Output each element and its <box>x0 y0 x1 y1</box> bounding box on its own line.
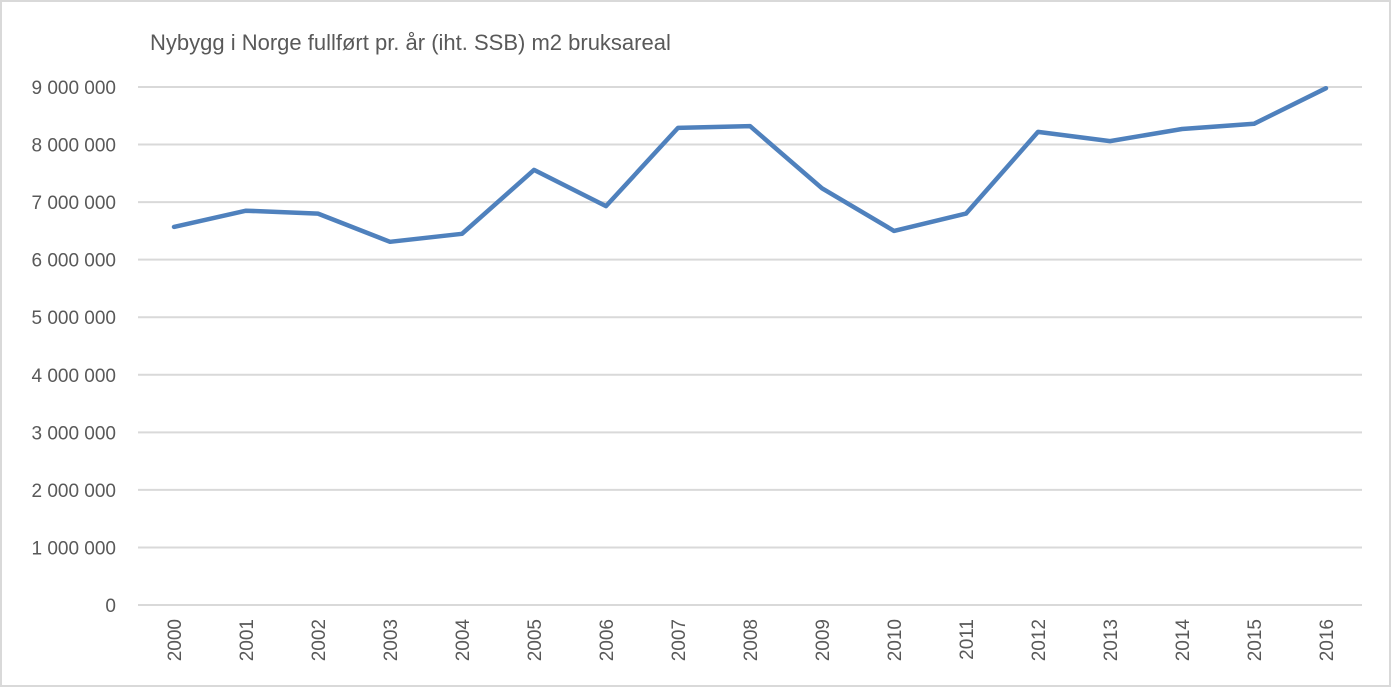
y-tick-label: 0 <box>105 596 116 617</box>
y-tick-label: 7 000 000 <box>31 193 116 214</box>
x-tick-label: 2003 <box>381 619 402 661</box>
y-tick-label: 4 000 000 <box>31 366 116 387</box>
x-tick-label: 2010 <box>885 619 906 661</box>
x-tick-label: 2014 <box>1173 619 1194 662</box>
x-axis-labels: 2000 2001 2002 2003 2004 2005 2006 2007 2008 2009… <box>165 619 1338 662</box>
y-tick-label: 1 000 000 <box>31 538 116 559</box>
gridlines <box>138 86 1362 606</box>
x-tick-label: 2000 <box>165 619 186 661</box>
x-tick-label: 2011 <box>957 619 978 660</box>
data-series-line <box>171 85 1329 245</box>
x-tick-label: 2001 <box>237 619 258 661</box>
x-tick-label: 2004 <box>453 619 474 662</box>
y-tick-label: 3 000 000 <box>31 423 116 444</box>
y-tick-label: 6 000 000 <box>31 251 116 272</box>
y-axis-labels: 0 1 000 000 2 000 000 3 000 000 4 000 000 5 0… <box>31 78 116 617</box>
x-tick-label: 2015 <box>1245 619 1266 661</box>
y-tick-label: 5 000 000 <box>31 308 116 329</box>
y-tick-label: 2 000 000 <box>31 481 116 502</box>
chart-title: Nybygg i Norge fullført pr. år (iht. SSB… <box>150 30 671 55</box>
x-tick-label: 2007 <box>669 619 690 661</box>
y-tick-label: 8 000 000 <box>31 136 116 157</box>
x-tick-label: 2013 <box>1101 619 1122 661</box>
x-tick-label: 2009 <box>813 619 834 661</box>
x-tick-label: 2005 <box>525 619 546 661</box>
y-tick-label: 9 000 000 <box>31 78 116 99</box>
x-tick-label: 2016 <box>1317 619 1338 661</box>
x-tick-label: 2012 <box>1029 619 1050 661</box>
x-tick-label: 2006 <box>597 619 618 661</box>
x-tick-label: 2002 <box>309 619 330 661</box>
x-tick-label: 2008 <box>741 619 762 661</box>
